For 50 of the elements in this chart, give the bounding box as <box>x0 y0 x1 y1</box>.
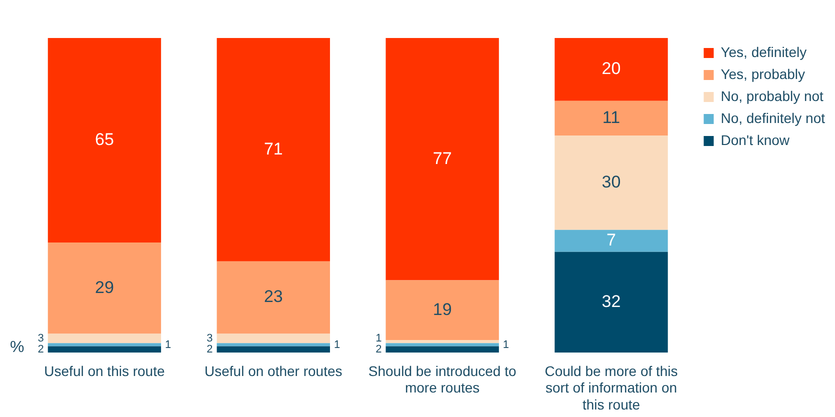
bar <box>216 38 330 262</box>
bar <box>554 136 668 230</box>
bar <box>386 38 499 280</box>
data-label: 32 <box>602 292 621 311</box>
annotation: % <box>10 339 24 356</box>
data-label: 1 <box>165 338 172 351</box>
bar <box>554 252 668 353</box>
bar <box>554 100 668 136</box>
data-label: 77 <box>432 148 452 168</box>
bar <box>48 343 162 346</box>
bar <box>216 343 330 346</box>
bar <box>216 334 330 344</box>
data-label: 3 <box>206 332 213 344</box>
data-label: 2 <box>376 343 382 356</box>
bar <box>48 346 162 353</box>
x-tick-label: Useful on this route <box>44 362 165 379</box>
legend-label: No, probably not <box>720 88 824 104</box>
bar <box>48 38 162 242</box>
data-label: 23 <box>264 287 283 306</box>
bar <box>554 38 668 101</box>
bar <box>216 261 330 334</box>
legend-label: Yes, definitely <box>720 44 807 60</box>
data-label: 11 <box>602 108 620 127</box>
bar <box>48 334 162 344</box>
x-tick-label: Could be more of this sort of information on this route <box>544 362 678 412</box>
bar <box>386 280 499 340</box>
x-tick-label: Useful on other routes <box>204 362 342 379</box>
data-label: 1 <box>502 338 510 351</box>
bar <box>216 346 330 353</box>
bar <box>48 242 162 334</box>
data-label: 65 <box>95 130 114 149</box>
data-label: 1 <box>334 338 340 351</box>
bar <box>386 340 499 344</box>
data-label: 29 <box>95 278 114 297</box>
data-label: 30 <box>602 172 621 192</box>
data-label: 2 <box>206 343 213 356</box>
data-label: 1 <box>376 332 382 344</box>
legend-label: Don't know <box>720 132 790 148</box>
data-label: 19 <box>432 300 452 319</box>
x-tick-label: Should be introduced to more routes <box>368 362 516 396</box>
data-label: 3 <box>38 332 44 344</box>
legend-label: Yes, probably <box>720 66 806 82</box>
data-label: 7 <box>606 230 616 250</box>
data-label: 2 <box>38 343 44 356</box>
data-label: 71 <box>264 139 283 158</box>
data-label: 20 <box>602 59 621 78</box>
bar <box>386 346 499 353</box>
bar <box>386 343 499 346</box>
legend-label: No, definitely not <box>720 110 826 126</box>
bar <box>554 230 668 252</box>
